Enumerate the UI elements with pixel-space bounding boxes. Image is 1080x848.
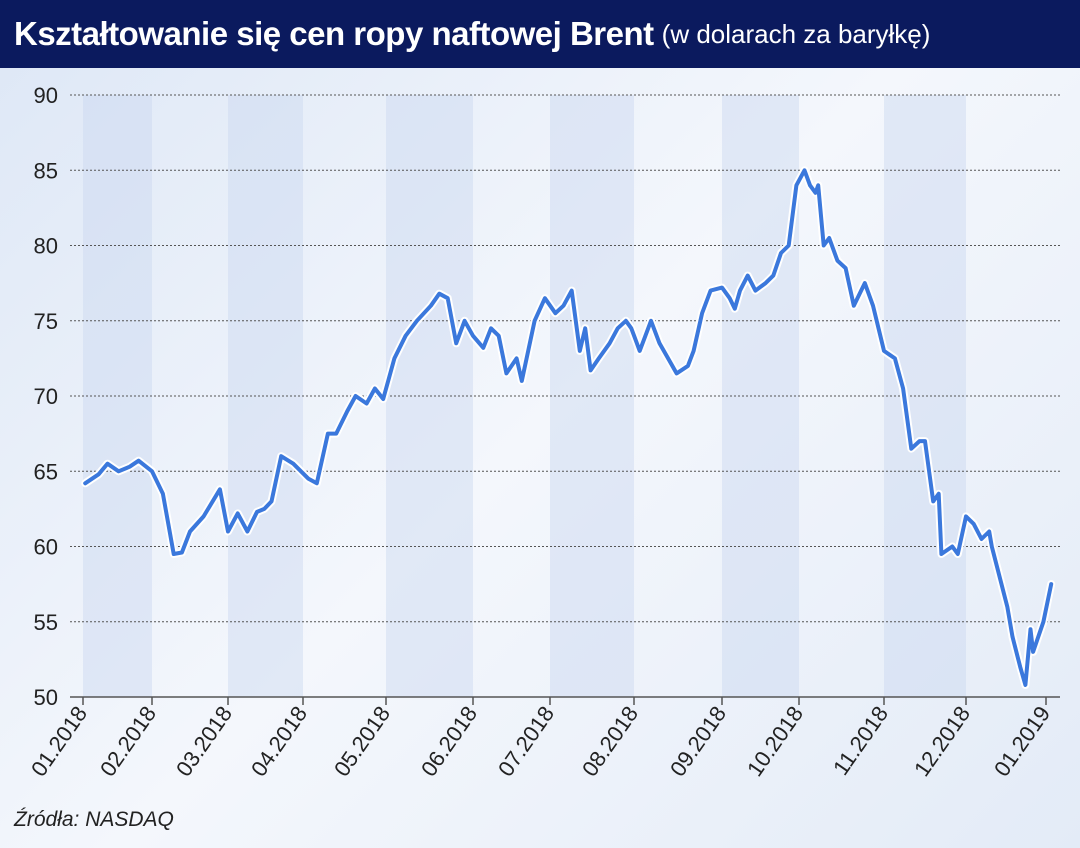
y-tick-label: 55 — [34, 610, 58, 635]
y-tick-label: 85 — [34, 158, 58, 183]
x-tick-label: 10.2018 — [742, 702, 808, 781]
x-tick-label: 01.2019 — [989, 702, 1055, 781]
chart-subtitle: (w dolarach za baryłkę) — [661, 18, 931, 49]
x-tick-label: 07.2018 — [493, 702, 559, 781]
y-tick-label: 75 — [34, 309, 58, 334]
y-tick-label: 50 — [34, 685, 58, 710]
x-tick-label: 06.2018 — [416, 702, 482, 781]
chart-title: Kształtowanie się cen ropy naftowej Bren… — [14, 15, 654, 52]
x-tick-label: 01.2018 — [26, 702, 92, 781]
y-tick-label: 90 — [34, 83, 58, 108]
y-tick-label: 65 — [34, 459, 58, 484]
y-tick-label: 80 — [34, 234, 58, 259]
x-tick-label: 08.2018 — [577, 702, 643, 781]
x-tick-label: 02.2018 — [95, 702, 161, 781]
x-tick-label: 11.2018 — [828, 702, 893, 780]
y-tick-label: 60 — [34, 535, 58, 560]
source-note: Źródła: NASDAQ — [14, 808, 174, 831]
x-tick-label: 12.2018 — [909, 702, 975, 781]
x-tick-label: 05.2018 — [329, 702, 395, 781]
y-tick-label: 70 — [34, 384, 58, 409]
x-tick-label: 04.2018 — [246, 702, 312, 781]
title-bar: Kształtowanie się cen ropy naftowej Bren… — [0, 0, 1080, 68]
month-band — [83, 95, 152, 697]
x-tick-label: 09.2018 — [665, 702, 731, 781]
month-band — [884, 95, 966, 697]
x-tick-label: 03.2018 — [171, 702, 237, 781]
